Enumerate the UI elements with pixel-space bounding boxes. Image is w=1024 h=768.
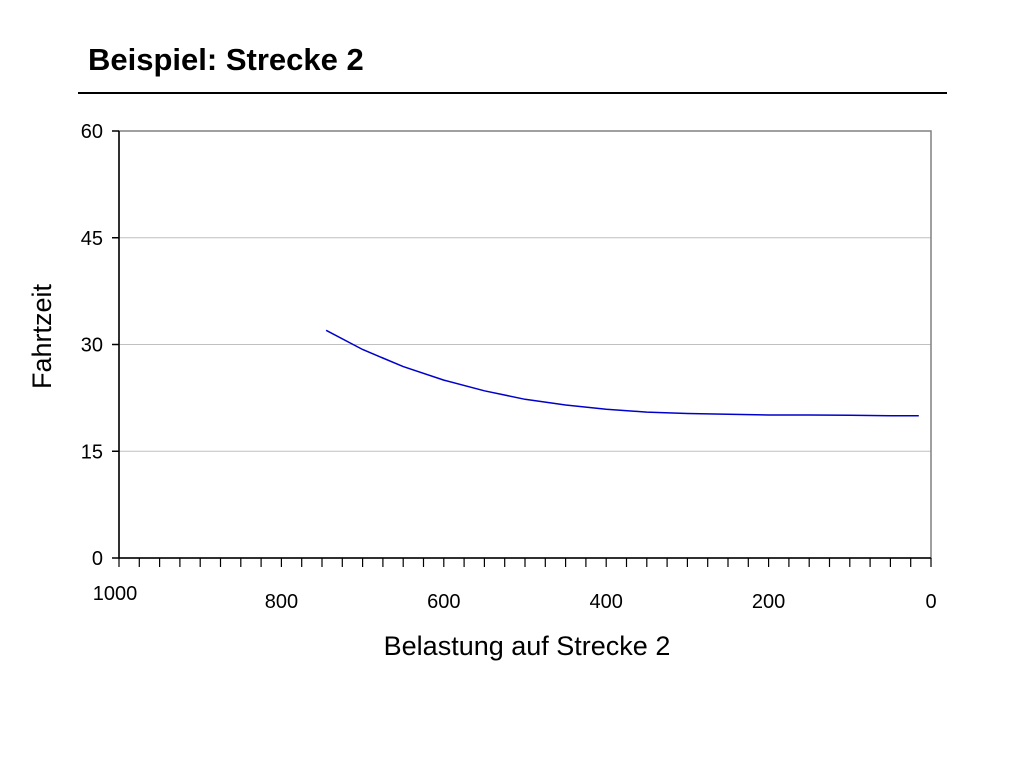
- y-tick-label: 0: [92, 548, 103, 570]
- y-tick-label: 60: [81, 121, 103, 143]
- x-tick-label: 1000: [93, 583, 138, 605]
- series-line: [325, 329, 919, 417]
- x-tick-label: 400: [590, 591, 623, 613]
- x-tick-label: 800: [265, 591, 298, 613]
- x-tick-label: 600: [427, 591, 460, 613]
- title-divider: [78, 92, 947, 94]
- slide-title: Beispiel: Strecke 2: [88, 42, 364, 77]
- gridlines: [119, 130, 931, 452]
- x-tick-label: 200: [752, 591, 785, 613]
- y-tick-label: 15: [81, 441, 103, 463]
- x-axis-title: Belastung auf Strecke 2: [384, 631, 671, 661]
- x-tick-label: 0: [925, 591, 936, 613]
- y-tick-label: 30: [81, 335, 103, 357]
- series-layer: [325, 329, 919, 417]
- tick-labels: 0 15 30 45 60 1000 800 600 400 200 0: [81, 121, 937, 613]
- y-tick-label: 45: [81, 228, 103, 250]
- axes: [112, 130, 932, 567]
- y-axis-title: Fahrtzeit: [27, 283, 57, 389]
